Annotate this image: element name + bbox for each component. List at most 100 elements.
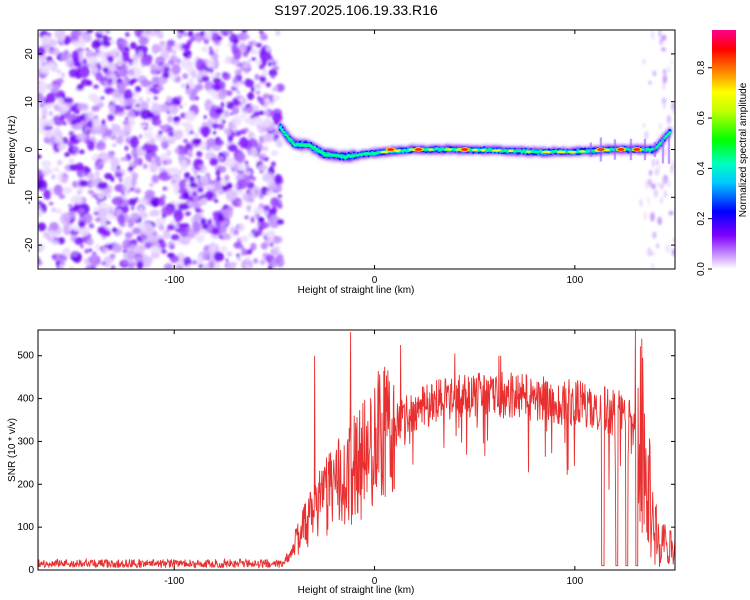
- noise-blob: [164, 262, 172, 269]
- noise-blob: [237, 189, 245, 195]
- noise-blob: [104, 87, 115, 95]
- noise-blob: [262, 69, 268, 77]
- noise-blob: [87, 111, 95, 119]
- noise-blob: [162, 159, 168, 166]
- noise-blob: [154, 84, 160, 87]
- noise-blob: [86, 80, 93, 87]
- noise-blob: [652, 158, 655, 168]
- noise-blob: [129, 41, 137, 50]
- noise-blob: [195, 83, 204, 91]
- noise-blob: [142, 163, 148, 170]
- noise-blob: [95, 243, 100, 251]
- noise-blob: [171, 97, 181, 106]
- noise-blob: [167, 168, 173, 176]
- noise-blob: [239, 235, 249, 243]
- noise-blob: [245, 104, 250, 108]
- noise-blob: [180, 58, 191, 69]
- noise-blob: [82, 213, 93, 224]
- noise-blob: [115, 73, 121, 78]
- chart-title: S197.2025.106.19.33.R16: [274, 2, 438, 18]
- noise-blob: [239, 97, 244, 103]
- noise-blob: [208, 46, 213, 50]
- noise-blob: [244, 79, 255, 88]
- noise-blob: [166, 45, 171, 51]
- noise-blob: [222, 208, 233, 219]
- noise-blob: [639, 198, 643, 207]
- noise-blob: [221, 119, 226, 124]
- noise-blob: [150, 63, 157, 72]
- colorbar-tick-label: 0.6: [696, 111, 707, 125]
- noise-blob: [135, 187, 141, 194]
- noise-blob: [162, 71, 170, 79]
- noise-blob: [250, 115, 255, 119]
- colorbar-tick-label: 0.2: [696, 211, 707, 225]
- noise-blob: [250, 48, 259, 56]
- noise-blob: [226, 251, 233, 256]
- noise-blob: [107, 37, 112, 41]
- hot-spot: [617, 148, 625, 151]
- noise-blob: [265, 205, 271, 210]
- signal-segment: [522, 149, 526, 153]
- noise-blob: [91, 105, 100, 112]
- noise-blob: [256, 95, 262, 102]
- noise-blob: [652, 231, 657, 239]
- noise-blob: [38, 208, 44, 218]
- noise-blob: [192, 221, 201, 233]
- noise-blob: [257, 216, 265, 223]
- noise-blob: [235, 151, 246, 164]
- noise-blob: [107, 113, 115, 122]
- noise-blob: [665, 243, 671, 254]
- noise-blob: [103, 80, 108, 86]
- noise-blob: [51, 47, 60, 56]
- hot-spot: [415, 148, 423, 151]
- noise-blob: [61, 247, 71, 257]
- noise-blob: [86, 238, 94, 246]
- noise-blob: [137, 157, 143, 166]
- noise-blob: [273, 173, 283, 185]
- noise-blob: [262, 145, 269, 152]
- noise-blob: [115, 135, 124, 145]
- noise-blob: [170, 244, 175, 250]
- noise-blob: [169, 107, 178, 115]
- noise-blob: [176, 58, 181, 64]
- noise-blob: [227, 135, 233, 143]
- noise-blob: [262, 93, 271, 99]
- noise-blob: [128, 198, 137, 206]
- noise-blob: [189, 130, 195, 135]
- spectrogram-y-tick-label: -20: [24, 237, 35, 252]
- noise-blob: [127, 219, 134, 225]
- noise-blob: [138, 134, 143, 139]
- noise-blob: [118, 66, 129, 78]
- noise-blob: [76, 47, 85, 53]
- noise-blob: [259, 193, 264, 200]
- noise-blob: [115, 172, 123, 178]
- signal-streak: [667, 135, 671, 164]
- noise-blob: [76, 84, 84, 90]
- hot-spot: [387, 148, 395, 151]
- noise-blob: [195, 234, 205, 243]
- noise-blob: [658, 122, 663, 130]
- noise-blob: [126, 110, 136, 119]
- noise-blob: [223, 110, 230, 118]
- noise-blob: [647, 195, 650, 206]
- noise-blob: [121, 51, 130, 63]
- noise-blob: [91, 66, 99, 75]
- noise-blob: [102, 34, 109, 43]
- noise-blob: [268, 61, 272, 67]
- noise-blob: [78, 180, 89, 187]
- noise-blob: [40, 34, 53, 46]
- noise-blob: [74, 237, 84, 245]
- noise-blob: [223, 233, 232, 240]
- noise-blob: [277, 194, 282, 198]
- signal-bright-patch: [507, 149, 514, 153]
- noise-blob: [41, 167, 54, 175]
- hot-spot: [633, 148, 641, 151]
- noise-blob: [224, 57, 231, 64]
- noise-blob: [230, 127, 236, 131]
- noise-blob: [131, 179, 137, 187]
- signal-bright-patch: [556, 150, 567, 154]
- snr-y-label: SNR (10 * v/v): [7, 418, 18, 482]
- noise-blob: [38, 80, 47, 91]
- noise-blob: [55, 260, 59, 266]
